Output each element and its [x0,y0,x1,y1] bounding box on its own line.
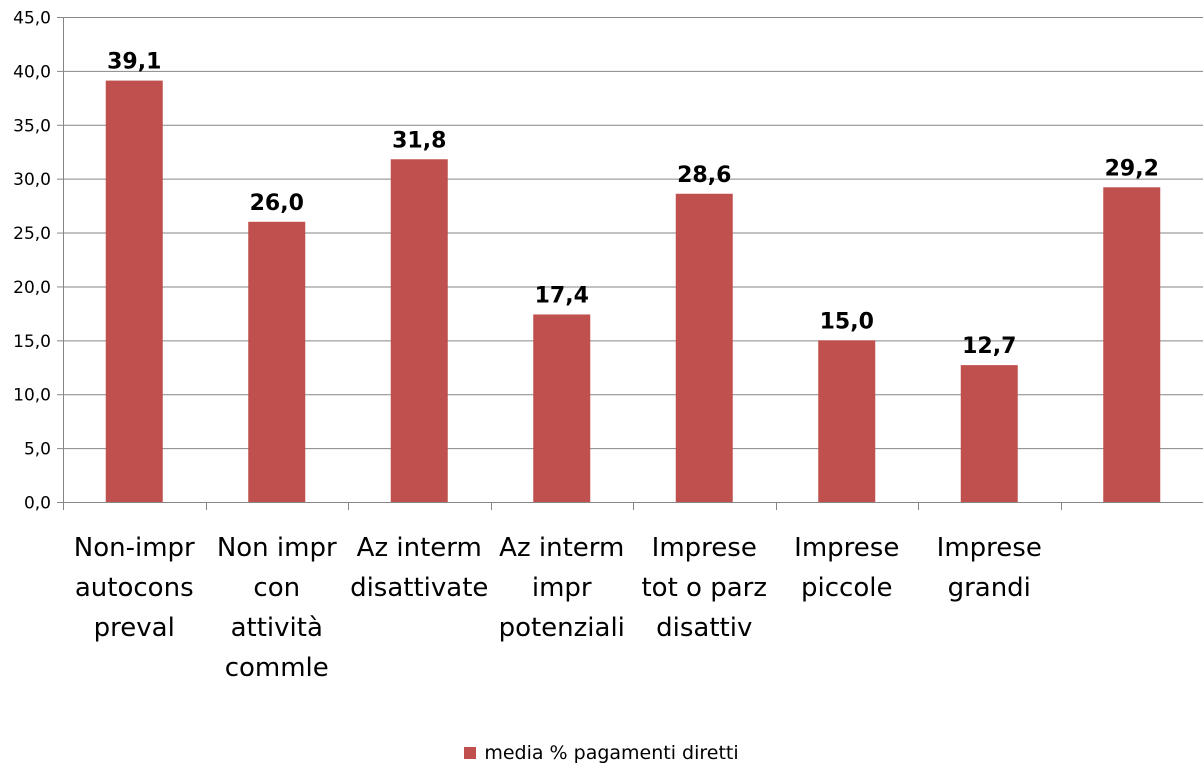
category-label: Az interm [357,533,482,563]
category-label: tot o parz [641,573,767,603]
category-label: Imprese [652,533,757,563]
y-tick-label: 45,0 [13,9,51,29]
y-tick-label: 0,0 [24,494,51,514]
y-tick-label: 10,0 [13,386,51,406]
category-label: Imprese [794,533,899,563]
category-label: con [253,573,300,603]
bar [960,365,1018,502]
bar [533,314,591,502]
category-label: Imprese [937,533,1042,563]
y-tick-label: 30,0 [13,170,51,190]
y-tick-label: 5,0 [24,440,51,460]
gridlines [63,17,1203,450]
data-label: 39,1 [107,50,161,75]
category-label: Non impr [217,533,337,563]
legend: media % pagamenti diretti [0,742,1203,764]
category-label: Az interm [499,533,624,563]
category-label: disattivate [350,573,488,603]
legend-swatch [464,747,477,759]
category-label: potenziali [499,613,625,643]
category-label: commle [225,653,329,683]
bar [248,221,306,502]
y-tick-label: 25,0 [13,224,51,244]
bar [105,80,163,502]
y-tick-label: 35,0 [13,116,51,136]
data-label: 17,4 [535,283,589,308]
y-tick-label: 40,0 [13,62,51,82]
legend-label: media % pagamenti diretti [484,742,739,764]
data-label: 12,7 [962,334,1016,359]
y-tick-label: 20,0 [13,278,51,298]
bar [818,340,876,502]
data-label: 26,0 [250,191,304,216]
category-label: preval [94,613,175,643]
x-axis-labels: Non-impr autocons preval Non impr con attivit… [74,533,1042,683]
y-tick-label: 15,0 [13,332,51,352]
bars [105,80,1161,503]
data-labels: 39,1 26,0 31,8 17,4 28,6 15,0 12,7 29,2 [107,50,1159,360]
category-label: disattiv [656,613,752,643]
axes [63,17,1203,510]
category-label: attività [231,613,323,643]
category-label: grandi [948,573,1031,603]
bar [390,159,448,502]
bar [1103,187,1161,503]
data-label: 15,0 [820,309,874,334]
category-label: autocons [75,573,194,603]
data-label: 31,8 [392,128,446,153]
bar [675,193,733,502]
category-label: impr [532,573,592,603]
y-axis-ticks: 0,0 5,0 10,0 15,0 20,0 25,0 30,0 35,0 40,0 45,0 [13,9,63,514]
category-label: piccole [801,573,892,603]
data-label: 29,2 [1105,156,1159,181]
category-label: Non-impr [74,533,195,563]
data-label: 28,6 [677,163,731,188]
